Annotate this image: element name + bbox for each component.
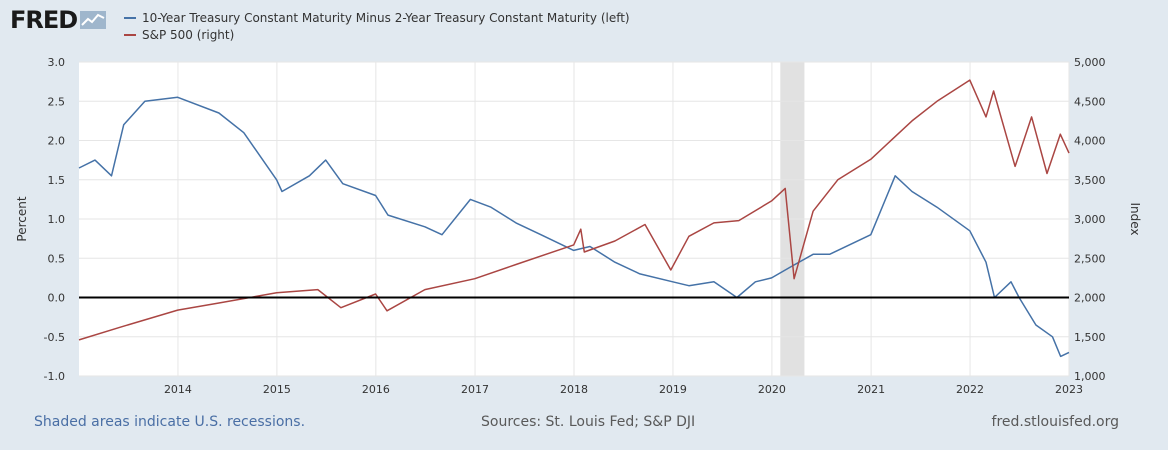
right-tick-label: 2,500 bbox=[1074, 252, 1106, 265]
left-tick-label: 0.5 bbox=[48, 252, 66, 265]
site-link[interactable]: fred.stlouisfed.org bbox=[991, 414, 1119, 430]
left-tick-label: 3.0 bbox=[48, 56, 66, 69]
x-tick-label: 2018 bbox=[560, 383, 588, 396]
recession-note: Shaded areas indicate U.S. recessions. bbox=[34, 414, 306, 430]
sources-text: Sources: St. Louis Fed; S&P DJI bbox=[481, 414, 696, 430]
right-tick-label: 3,500 bbox=[1074, 174, 1106, 187]
legend-item-spread[interactable]: 10-Year Treasury Constant Maturity Minus… bbox=[124, 11, 630, 25]
fred-logo-text: FRED bbox=[10, 6, 78, 34]
left-tick-label: 1.5 bbox=[48, 174, 66, 187]
legend-label-sp500: S&P 500 (right) bbox=[142, 28, 235, 42]
right-tick-label: 1,500 bbox=[1074, 331, 1106, 344]
left-tick-label: 0.0 bbox=[48, 292, 66, 305]
right-tick-label: 1,000 bbox=[1074, 370, 1106, 383]
right-tick-label: 4,500 bbox=[1074, 95, 1106, 108]
logo-chart-icon bbox=[80, 11, 107, 29]
right-tick-label: 4,000 bbox=[1074, 135, 1106, 148]
x-tick-label: 2014 bbox=[164, 383, 192, 396]
x-tick-label: 2021 bbox=[857, 383, 885, 396]
right-axis-label: Index bbox=[1128, 202, 1142, 235]
legend-swatch-spread bbox=[124, 17, 136, 19]
x-tick-label: 2020 bbox=[758, 383, 786, 396]
right-tick-label: 5,000 bbox=[1074, 56, 1106, 69]
left-tick-label: 1.0 bbox=[48, 213, 66, 226]
right-tick-label: 2,000 bbox=[1074, 292, 1106, 305]
x-tick-label: 2022 bbox=[956, 383, 984, 396]
right-tick-label: 3,000 bbox=[1074, 213, 1106, 226]
legend-swatch-sp500 bbox=[124, 34, 136, 36]
x-tick-label: 2015 bbox=[263, 383, 291, 396]
left-tick-label: -0.5 bbox=[44, 331, 65, 344]
fred-logo[interactable]: FRED bbox=[10, 6, 107, 34]
left-tick-label: 2.5 bbox=[48, 95, 66, 108]
x-tick-label: 2023 bbox=[1055, 383, 1083, 396]
x-tick-label: 2016 bbox=[362, 383, 390, 396]
series-line-sp500 bbox=[78, 79, 1070, 341]
x-tick-label: 2017 bbox=[461, 383, 489, 396]
left-tick-label: 2.0 bbox=[48, 135, 66, 148]
left-tick-label: -1.0 bbox=[44, 370, 65, 383]
legend-label-spread: 10-Year Treasury Constant Maturity Minus… bbox=[142, 11, 630, 25]
x-tick-label: 2019 bbox=[659, 383, 687, 396]
left-axis-label: Percent bbox=[15, 196, 29, 241]
series-line-spread bbox=[78, 96, 1070, 358]
legend-item-sp500[interactable]: S&P 500 (right) bbox=[124, 28, 234, 42]
